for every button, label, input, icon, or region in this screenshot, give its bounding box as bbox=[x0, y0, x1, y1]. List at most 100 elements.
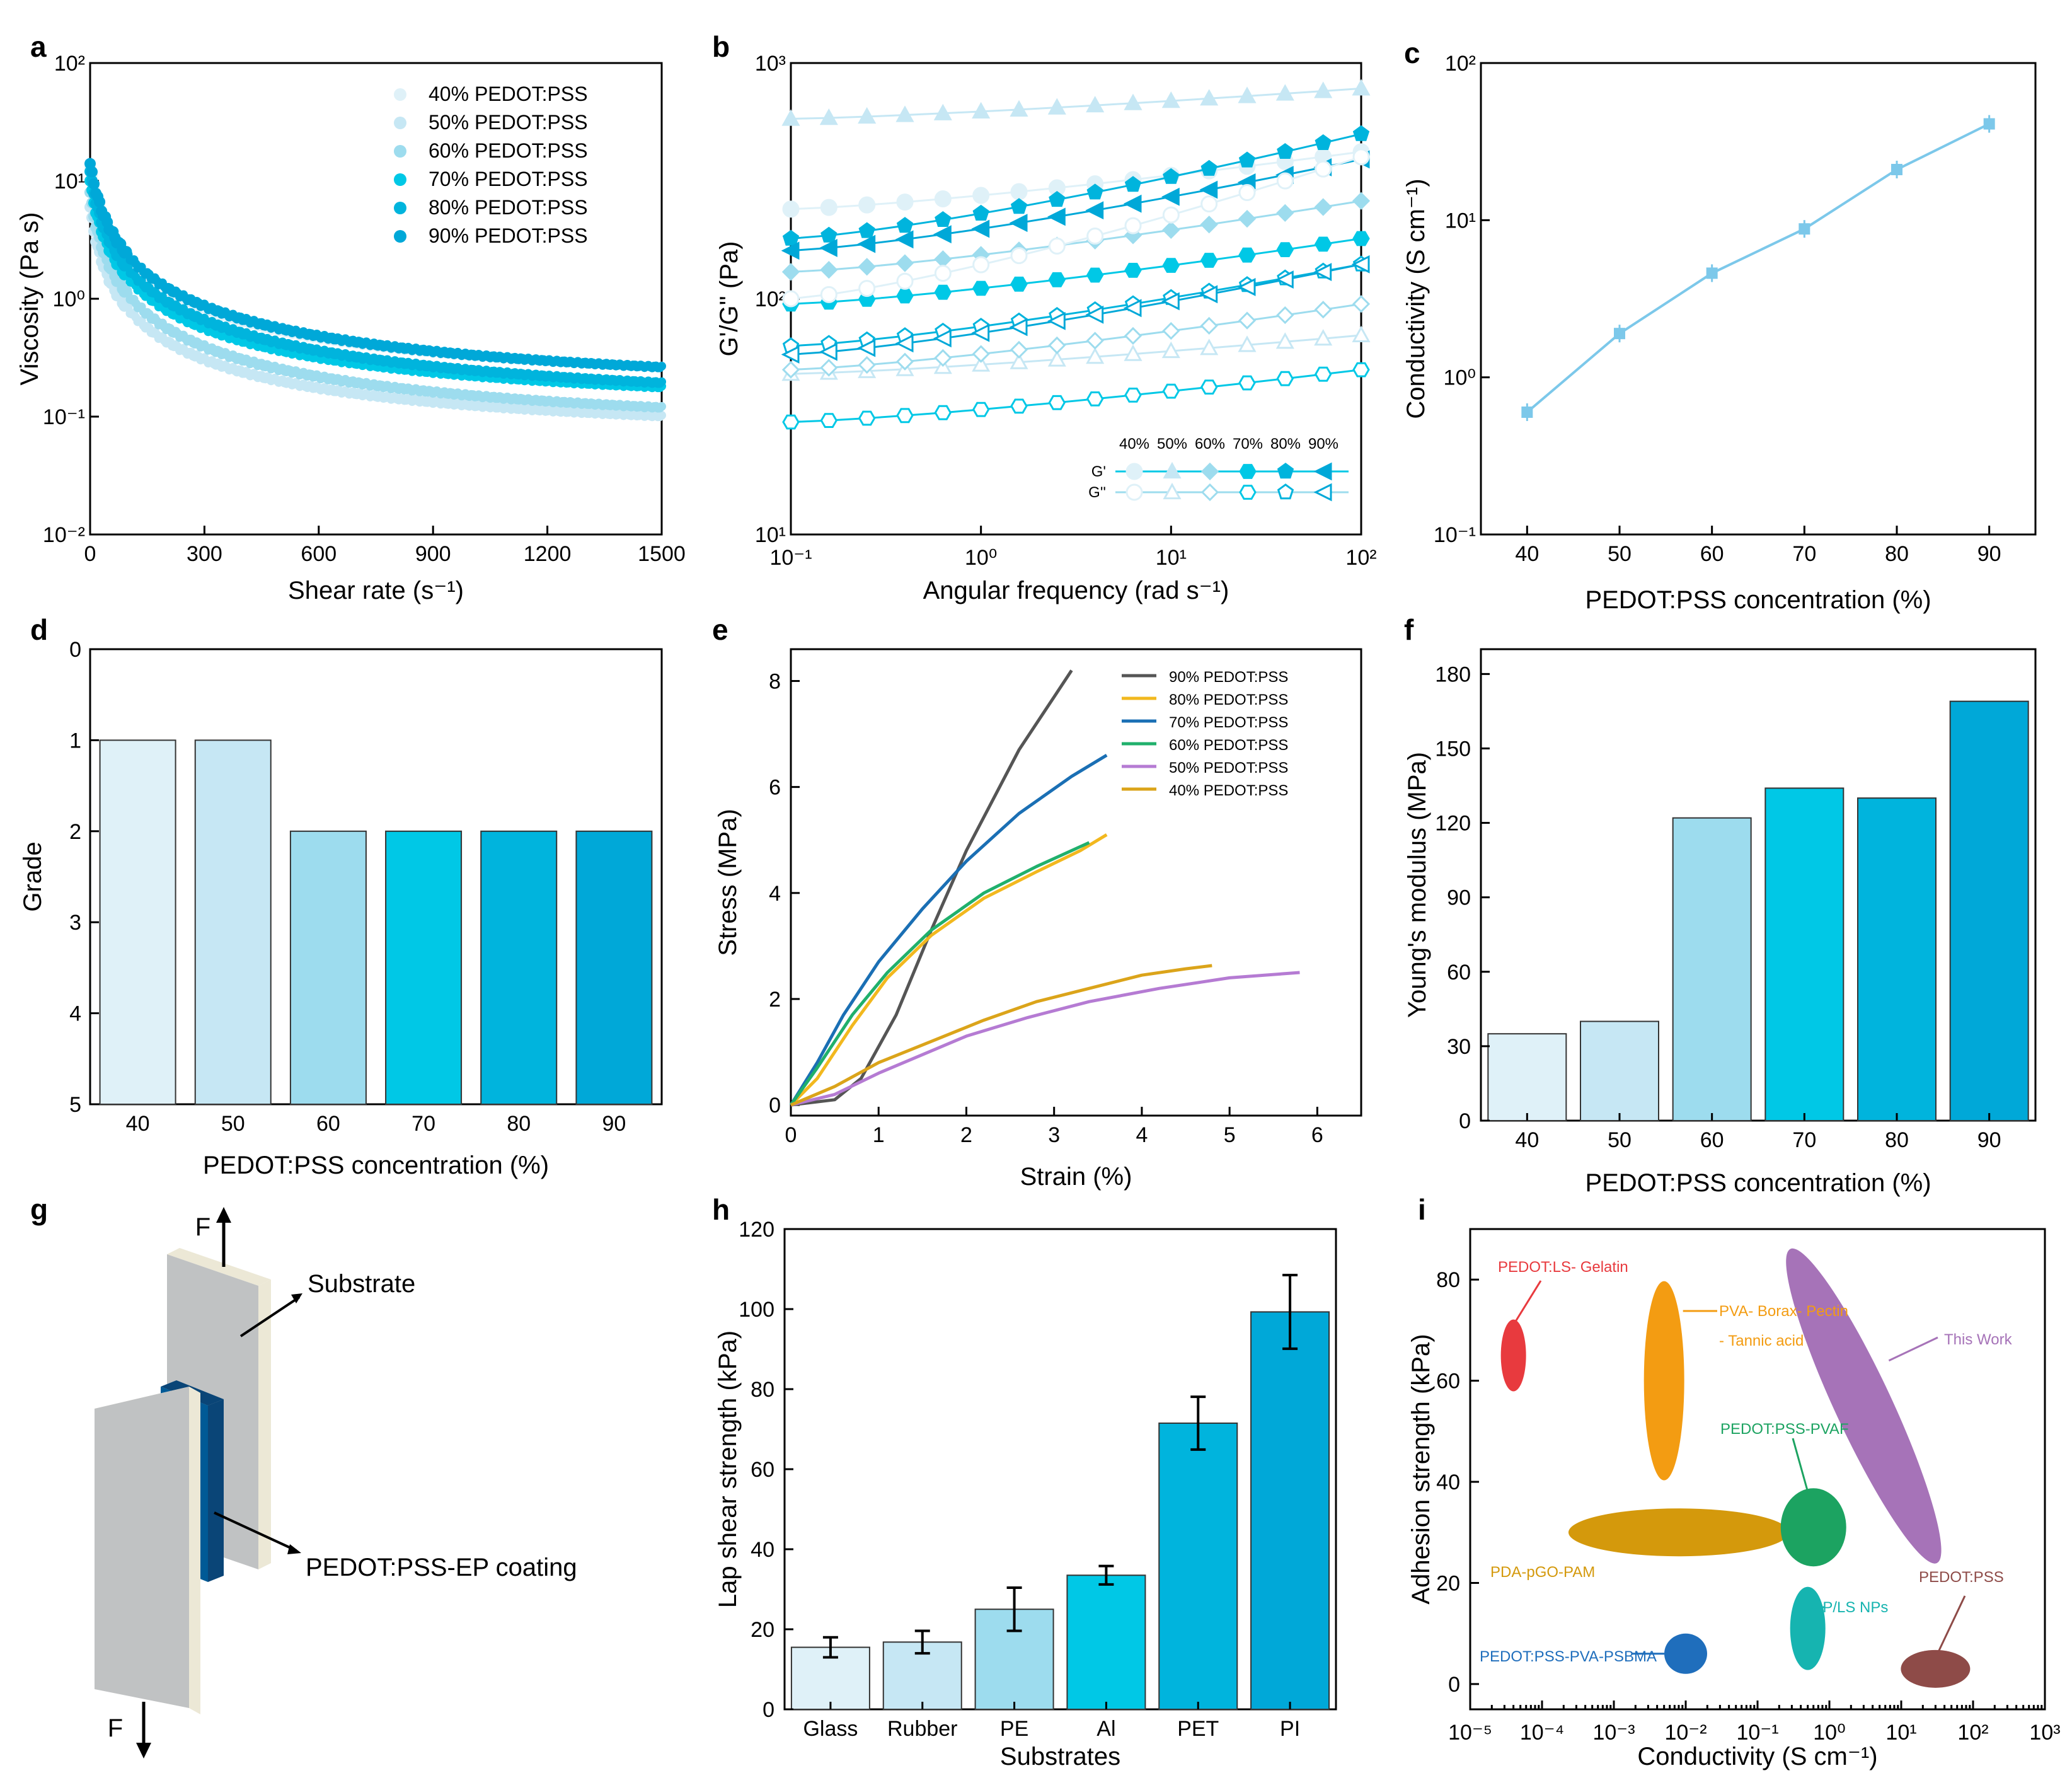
f-xtick-label: 70 bbox=[1792, 1128, 1816, 1152]
b-point bbox=[1238, 247, 1256, 263]
b-point bbox=[1124, 217, 1142, 234]
h-ylabel: Lap shear strength (kPa) bbox=[714, 1331, 742, 1608]
c-xlabel: PEDOT:PSS concentration (%) bbox=[1585, 586, 1931, 614]
b-point bbox=[820, 226, 837, 243]
f-xtick-label: 90 bbox=[1977, 1128, 2001, 1152]
panel-d-frame bbox=[89, 648, 663, 1106]
a-series-5 bbox=[84, 158, 666, 372]
coating-side bbox=[208, 1399, 224, 1582]
a-legend-label: 70% PEDOT:PSS bbox=[429, 168, 588, 190]
b-point bbox=[1314, 236, 1332, 252]
f-ytick-label: 60 bbox=[1447, 961, 1471, 985]
panel-letter-h: h bbox=[712, 1193, 730, 1226]
f-ylabel: Young's modulus (MPa) bbox=[1403, 752, 1431, 1018]
force-label-top: F bbox=[195, 1213, 210, 1241]
b-point bbox=[895, 254, 914, 272]
panel-h: Glass Rubber PE Al PET PI 0 20 40 60 80 100 120 Subst… bbox=[714, 1218, 1337, 1770]
d-xtick-label: 70 bbox=[412, 1112, 435, 1136]
i-ytick-label: 80 bbox=[1436, 1268, 1460, 1292]
b-point bbox=[782, 200, 800, 218]
i-xtick-label: 10⁻² bbox=[1664, 1721, 1707, 1745]
a-series-4 bbox=[84, 166, 666, 388]
b-line bbox=[790, 263, 1362, 355]
c-xtick-label: 70 bbox=[1792, 542, 1816, 566]
h-xtick-label: PE bbox=[1000, 1717, 1028, 1741]
b-point bbox=[1314, 329, 1333, 346]
panel-letter-c: c bbox=[1404, 37, 1420, 69]
b-point bbox=[972, 256, 990, 274]
h-bar bbox=[1158, 1422, 1238, 1711]
b-legend-row: G' bbox=[1091, 463, 1106, 480]
h-bar bbox=[1250, 1311, 1330, 1711]
b-point bbox=[858, 410, 876, 426]
f-ytick-label: 30 bbox=[1447, 1035, 1471, 1059]
b-point bbox=[1275, 84, 1294, 101]
h-ytick-label: 0 bbox=[763, 1698, 774, 1722]
b-line bbox=[790, 200, 1362, 273]
b-point bbox=[819, 238, 837, 257]
b-point bbox=[781, 109, 800, 126]
b-point bbox=[895, 230, 914, 249]
b-point bbox=[1086, 332, 1104, 350]
a-xtick-label: 600 bbox=[301, 542, 337, 566]
h-ytick-label: 80 bbox=[751, 1378, 774, 1402]
f-xtick-label: 80 bbox=[1885, 1128, 1909, 1152]
panel-letter-d: d bbox=[30, 613, 48, 646]
f-ytick-label: 0 bbox=[1459, 1109, 1471, 1133]
i-region-pedotpss bbox=[1901, 1649, 1971, 1688]
b-point bbox=[1238, 151, 1256, 168]
b-point bbox=[1276, 204, 1294, 222]
a-point bbox=[88, 178, 100, 190]
b-point bbox=[1275, 332, 1294, 349]
i-label-cpls: CP/LS NPs bbox=[1812, 1599, 1888, 1616]
b-point bbox=[1162, 221, 1180, 240]
i-label-pda-pgo-pam: PDA-pGO-PAM bbox=[1490, 1564, 1595, 1581]
b-point bbox=[1200, 195, 1218, 213]
substrate-pointer bbox=[239, 1296, 301, 1337]
d-bar bbox=[99, 739, 176, 1105]
b-point bbox=[1047, 311, 1066, 330]
b-point bbox=[1200, 253, 1218, 268]
b-point bbox=[781, 345, 800, 364]
f-ytick-label: 90 bbox=[1447, 886, 1471, 910]
b-series-8 bbox=[781, 295, 1371, 379]
b-point bbox=[1161, 292, 1180, 311]
h-xlabel: Substrates bbox=[1000, 1743, 1120, 1770]
b-point bbox=[1238, 311, 1257, 330]
b-point bbox=[1162, 206, 1180, 224]
b-line bbox=[790, 238, 1362, 305]
i-xtick-label: 10¹ bbox=[1885, 1721, 1916, 1745]
c-xtick-label: 90 bbox=[1977, 542, 2001, 566]
b-line bbox=[790, 133, 1362, 240]
e-legend-label: 40% PEDOT:PSS bbox=[1169, 782, 1288, 799]
f-bar bbox=[1672, 817, 1752, 1122]
e-legend-label: 90% PEDOT:PSS bbox=[1169, 669, 1288, 686]
d-ylabel: Grade bbox=[19, 841, 47, 911]
panel-letter-a: a bbox=[30, 30, 47, 63]
a-series-2 bbox=[84, 187, 666, 413]
panel-a: 0 300 600 900 1200 1500 10⁻² 10⁻¹ 10⁰ 10¹ 10² Shear… bbox=[16, 52, 686, 604]
i-xtick-label: 10⁻¹ bbox=[1736, 1721, 1778, 1745]
b-point bbox=[1315, 134, 1332, 150]
panel-g: F F Substrate PEDOT:PSS-EP coating bbox=[95, 1207, 577, 1758]
i-region-pectin bbox=[1643, 1281, 1684, 1481]
b-point bbox=[1352, 295, 1371, 313]
b-point bbox=[896, 217, 914, 233]
c-line bbox=[1526, 122, 1990, 413]
b-point bbox=[782, 290, 800, 308]
b-point bbox=[935, 211, 952, 227]
f-xtick-label: 50 bbox=[1608, 1128, 1632, 1152]
b-series-6 bbox=[782, 148, 1370, 308]
b-point bbox=[819, 108, 838, 125]
c-point bbox=[1983, 118, 1995, 130]
b-point bbox=[933, 103, 952, 120]
e-line-4 bbox=[790, 971, 1300, 1107]
b-line bbox=[790, 334, 1362, 375]
panel-letter-e: e bbox=[712, 613, 728, 646]
b-legend-row: G'' bbox=[1088, 484, 1106, 501]
a-legend-marker bbox=[394, 173, 406, 186]
b-point bbox=[972, 355, 991, 372]
f-ytick-label: 120 bbox=[1435, 812, 1471, 836]
b-point bbox=[1276, 371, 1294, 386]
f-xlabel: PEDOT:PSS concentration (%) bbox=[1585, 1169, 1931, 1197]
